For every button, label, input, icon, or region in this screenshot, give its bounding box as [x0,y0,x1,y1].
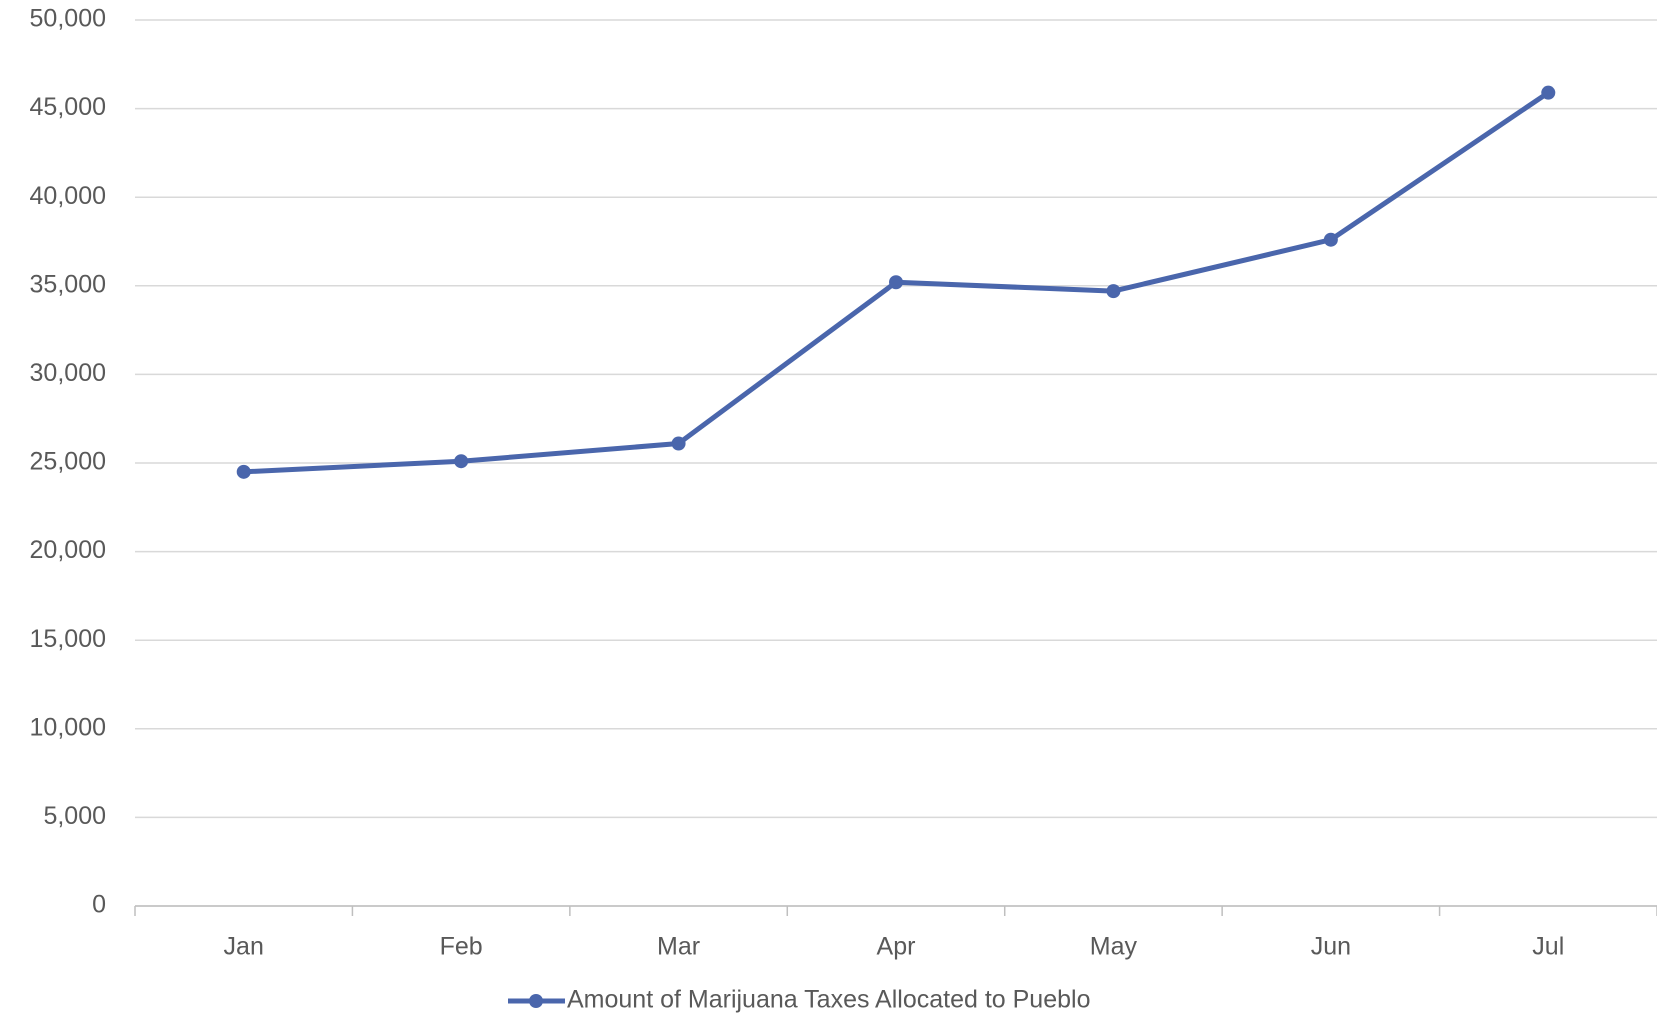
y-tick-label: 15,000 [30,625,106,653]
data-point [1541,85,1556,100]
y-tick-label: 45,000 [30,93,106,121]
legend-marker [529,994,543,1008]
data-point [454,454,469,469]
y-tick-label: 10,000 [30,713,106,741]
x-tick-label: Jun [1311,933,1351,961]
data-point [1106,284,1121,299]
data-point [671,436,686,451]
legend-label: Amount of Marijuana Taxes Allocated to P… [567,986,1090,1014]
data-point [889,275,903,290]
y-tick-label: 5,000 [43,802,106,830]
data-point [1323,232,1338,247]
x-tick-label: Mar [657,933,700,961]
y-tick-label: 30,000 [30,359,106,387]
y-tick-label: 50,000 [30,5,106,33]
x-tick-label: Feb [440,933,483,961]
y-tick-label: 20,000 [30,536,106,564]
y-tick-label: 35,000 [30,270,106,298]
x-tick-label: Jul [1532,933,1564,961]
x-tick-label: May [1090,933,1138,961]
y-tick-label: 25,000 [30,448,106,476]
x-tick-label: Jan [224,933,264,961]
data-point [236,464,251,479]
x-tick-label: Apr [877,933,916,961]
y-tick-label: 40,000 [30,182,106,210]
y-tick-label: 0 [92,891,106,919]
